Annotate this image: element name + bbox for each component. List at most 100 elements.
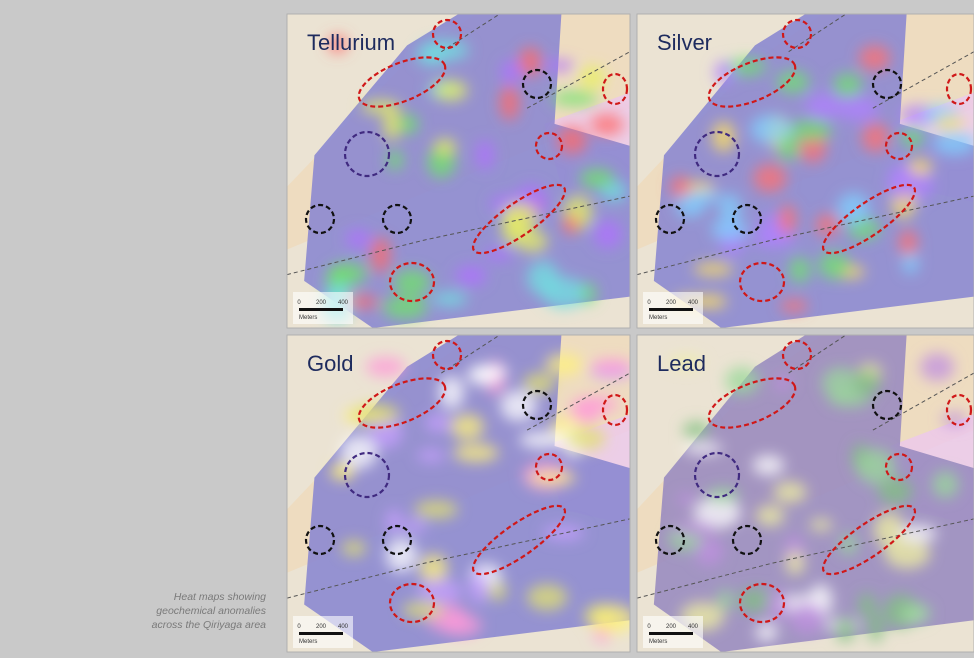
heat-blob: [669, 175, 692, 199]
road: [872, 51, 974, 109]
heat-blob: [341, 540, 367, 557]
heat-blob: [789, 602, 826, 634]
anomaly-outline: [471, 504, 567, 576]
heat-blob: [579, 168, 615, 189]
map-content: 0 200 400 Meters: [287, 14, 630, 328]
heat-blob: [725, 366, 760, 395]
heat-blob: [527, 260, 560, 296]
heat-blob: [821, 367, 860, 400]
heat-blob: [717, 589, 734, 611]
map-panel: 0 200 400 Meters Gold: [286, 334, 631, 653]
heat-blob: [393, 269, 431, 296]
heat-blob: [453, 443, 499, 463]
scale-bar: [299, 632, 343, 635]
scale-tick: 0: [297, 300, 301, 306]
anomaly-outline: [731, 524, 763, 556]
heat-blob: [694, 496, 741, 529]
scale-tick: 200: [316, 624, 327, 630]
heat-blob: [419, 553, 448, 584]
heat-blob: [682, 421, 711, 440]
scale-bar: [649, 632, 693, 635]
heat-blob: [542, 525, 585, 541]
map-panel: 0 200 400 Meters Silver: [636, 13, 974, 329]
road: [441, 14, 500, 53]
heat-blob: [593, 220, 623, 249]
caption-line: Heat maps showing: [173, 591, 266, 603]
heat-blob: [517, 230, 548, 253]
map-content: 0 200 400 Meters: [637, 335, 974, 652]
heat-blob: [858, 592, 876, 618]
heat-blob: [755, 505, 785, 527]
heat-blob: [780, 299, 808, 313]
panel-border: [286, 13, 631, 329]
heat-blob: [750, 114, 792, 145]
heat-blob: [907, 158, 933, 176]
heat-blob: [858, 45, 891, 71]
heat-blob: [578, 65, 607, 90]
heat-blob: [711, 218, 748, 241]
anomaly-outline: [388, 261, 436, 303]
road: [872, 372, 974, 431]
heat-blob: [834, 617, 856, 643]
heat-blob: [590, 604, 630, 634]
scale-tick: 0: [647, 300, 651, 306]
heat-blob: [336, 462, 353, 479]
heat-blob: [861, 123, 890, 153]
panel-label: Silver: [657, 30, 712, 55]
heat-blob: [837, 95, 879, 122]
map-content: 0 200 400 Meters: [637, 14, 974, 328]
heat-blob: [668, 356, 705, 369]
heat-blob: [385, 508, 403, 535]
anomaly-outline: [534, 131, 564, 161]
heat-blob: [788, 119, 832, 142]
anomaly-outline: [781, 18, 813, 50]
anomaly-outline: [381, 203, 413, 235]
panel-label: Lead: [657, 351, 706, 376]
heat-blob: [345, 229, 372, 249]
anomaly-outline: [343, 130, 391, 178]
map-content: 0 200 400 Meters: [287, 335, 630, 652]
scale-tick: 400: [338, 624, 349, 630]
heat-blob: [719, 193, 742, 223]
heat-blob: [397, 113, 419, 135]
heat-blob: [404, 518, 427, 534]
heat-blob: [867, 612, 884, 643]
heat-blob: [815, 214, 839, 237]
heat-blob: [565, 426, 606, 451]
heat-blob: [351, 403, 400, 425]
anomaly-outline: [304, 203, 336, 235]
heat-blob: [833, 73, 863, 97]
scale-tick: 0: [647, 624, 651, 630]
heat-blob: [402, 601, 445, 619]
heat-blob: [501, 202, 538, 234]
anomaly-outline: [738, 261, 786, 303]
scale-tick: 200: [316, 300, 327, 306]
heat-blob: [878, 477, 913, 505]
heat-blob: [673, 521, 716, 537]
panel-label: Gold: [307, 351, 353, 376]
heat-blob: [522, 372, 556, 395]
scale-tick: 400: [688, 624, 699, 630]
anomaly-outline: [388, 582, 436, 624]
heat-blob: [753, 164, 787, 193]
heat-blob: [697, 294, 727, 309]
road: [788, 14, 847, 53]
heat-blob: [545, 353, 583, 376]
heat-blob: [809, 518, 833, 531]
heat-blob: [778, 204, 797, 235]
scale-tick: 200: [666, 300, 677, 306]
heat-blob: [776, 70, 810, 94]
heat-blobs: [329, 353, 630, 643]
heat-blob: [694, 537, 724, 566]
heat-blob: [898, 524, 938, 543]
anomaly-outline: [871, 389, 903, 421]
heat-blob: [902, 251, 919, 275]
anomaly-outline: [431, 18, 463, 50]
caption-line: geochemical anomalies: [156, 605, 266, 617]
heat-blob: [469, 364, 509, 380]
heat-blob: [693, 262, 733, 277]
anomaly-outline: [871, 68, 903, 100]
anomaly-outline: [693, 451, 741, 499]
heat-blob: [714, 60, 735, 85]
